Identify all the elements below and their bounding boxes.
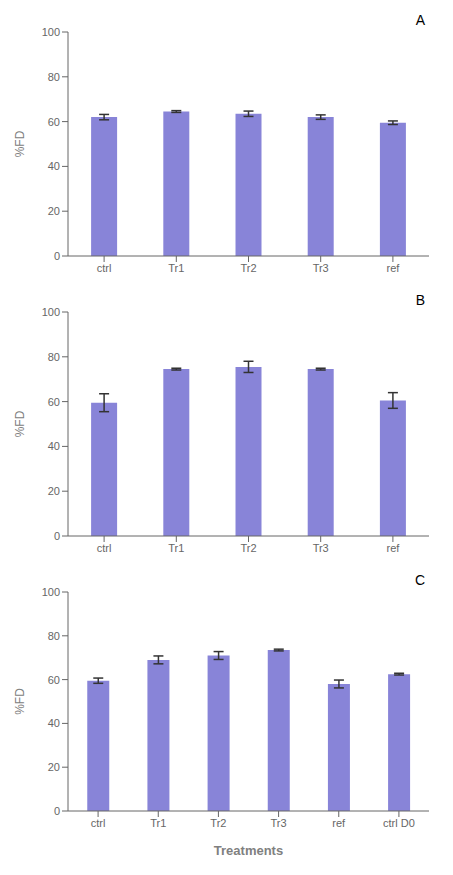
svg-text:ctrl: ctrl <box>97 542 112 554</box>
svg-text:20: 20 <box>48 761 60 773</box>
svg-text:0: 0 <box>54 250 60 262</box>
svg-text:80: 80 <box>48 351 60 363</box>
html-text:A: A <box>415 12 425 28</box>
svg-text:Treatments: Treatments <box>214 843 283 858</box>
svg-text:0: 0 <box>54 530 60 542</box>
svg-text:20: 20 <box>48 205 60 217</box>
svg-text:Tr2: Tr2 <box>240 542 256 554</box>
html-text:B: B <box>415 292 425 308</box>
svg-text:80: 80 <box>48 630 60 642</box>
svg-text:20: 20 <box>48 485 60 497</box>
svg-text:Tr2: Tr2 <box>240 262 256 274</box>
svg-text:100: 100 <box>42 586 60 598</box>
svg-text:60: 60 <box>48 674 60 686</box>
svg-text:Tr3: Tr3 <box>313 542 329 554</box>
svg-text:Tr1: Tr1 <box>168 262 184 274</box>
svg-text:80: 80 <box>48 71 60 83</box>
svg-text:%FD: %FD <box>13 688 27 715</box>
svg-text:Tr1: Tr1 <box>168 542 184 554</box>
html-text:C: C <box>414 572 425 588</box>
svg-text:60: 60 <box>48 396 60 408</box>
svg-text:ref: ref <box>332 817 346 829</box>
svg-text:ctrl D0: ctrl D0 <box>383 817 415 829</box>
svg-text:40: 40 <box>48 717 60 729</box>
svg-text:Tr1: Tr1 <box>150 817 166 829</box>
svg-text:Tr2: Tr2 <box>210 817 226 829</box>
svg-text:0: 0 <box>54 805 60 817</box>
svg-text:Tr3: Tr3 <box>313 262 329 274</box>
svg-text:ctrl: ctrl <box>97 262 112 274</box>
svg-text:ctrl: ctrl <box>91 817 106 829</box>
svg-text:100: 100 <box>42 306 60 318</box>
svg-text:100: 100 <box>42 26 60 38</box>
svg-text:40: 40 <box>48 160 60 172</box>
svg-text:%FD: %FD <box>13 130 27 157</box>
svg-text:60: 60 <box>48 116 60 128</box>
svg-text:ref: ref <box>386 262 400 274</box>
svg-text:ref: ref <box>386 542 400 554</box>
svg-text:Tr3: Tr3 <box>271 817 287 829</box>
svg-text:%FD: %FD <box>13 410 27 437</box>
svg-text:40: 40 <box>48 440 60 452</box>
